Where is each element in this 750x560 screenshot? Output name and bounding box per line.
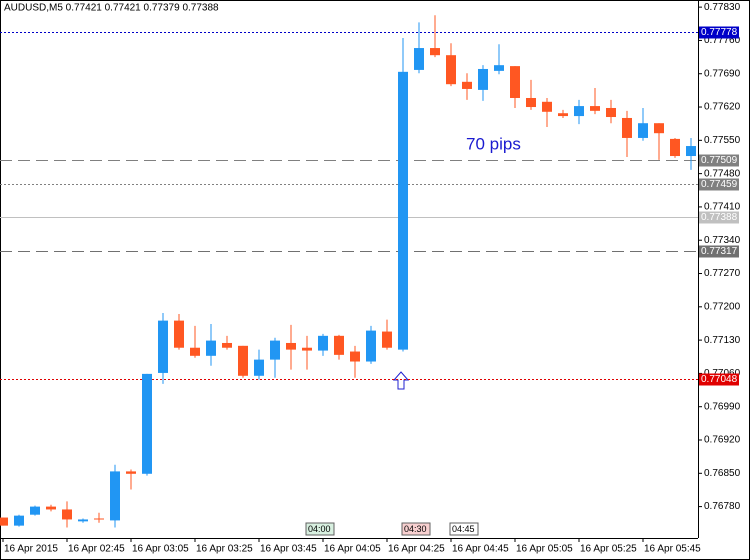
marker-box — [305, 522, 335, 536]
price-level-tag — [699, 26, 739, 39]
y-tick-label: 0.76920 — [704, 435, 741, 446]
y-tick-label: 0.77130 — [704, 335, 741, 346]
session-marker: 04:00 — [308, 524, 331, 534]
x-tick-label: 16 Apr 05:05 — [516, 544, 573, 555]
candle-body — [526, 97, 536, 108]
x-tick-label: 16 Apr 2015 — [4, 544, 58, 555]
x-tick-label: 16 Apr 03:05 — [132, 544, 189, 555]
candle-body — [366, 330, 376, 362]
candle-body — [318, 335, 328, 351]
y-tick-label: 0.77690 — [704, 68, 741, 79]
x-tick-label: 16 Apr 03:25 — [196, 544, 253, 555]
candle-body — [510, 66, 520, 98]
candle-body — [78, 519, 88, 522]
candle-body — [174, 320, 184, 348]
y-tick-label: 0.77830 — [704, 2, 741, 13]
candle-body — [654, 123, 664, 134]
candle-body — [190, 347, 200, 356]
candle-body — [494, 65, 504, 71]
y-tick-label: 0.77410 — [704, 202, 741, 213]
candle-body — [638, 123, 648, 138]
session-marker: 04:45 — [452, 524, 475, 534]
candle-body — [110, 471, 120, 521]
x-tick-label: 16 Apr 04:45 — [452, 544, 509, 555]
price-level-label: 0.77778 — [701, 27, 738, 38]
y-tick-label: 0.77340 — [704, 235, 741, 246]
candle-body — [286, 342, 296, 350]
marker-box — [449, 522, 479, 536]
y-tick-label: 0.76780 — [704, 501, 741, 512]
candle-body — [334, 335, 344, 355]
price-level-label: 0.77509 — [701, 155, 738, 166]
price-level-label: 0.77388 — [701, 212, 738, 223]
candle-body — [686, 146, 696, 157]
candle-body — [414, 48, 424, 70]
candle-body — [94, 518, 104, 520]
candle-body — [302, 347, 312, 351]
x-tick-label: 16 Apr 03:45 — [260, 544, 317, 555]
candle-body — [142, 373, 152, 474]
candle-body — [238, 345, 248, 376]
y-tick-label: 0.77760 — [704, 35, 741, 46]
candle-body — [382, 331, 392, 348]
y-tick-label: 0.77550 — [704, 135, 741, 146]
candle-body — [62, 509, 72, 520]
annotation: 70 pips — [466, 134, 521, 153]
y-tick-label: 0.77200 — [704, 301, 741, 312]
price-level-label: 0.77459 — [701, 179, 738, 190]
y-tick-label: 0.76990 — [704, 401, 741, 412]
y-tick-label: 0.77270 — [704, 268, 741, 279]
session-marker: 04:30 — [404, 524, 427, 534]
candle-body — [590, 106, 600, 111]
price-level-label: 0.77048 — [701, 374, 738, 385]
candle-body — [398, 71, 408, 350]
x-tick-label: 16 Apr 04:25 — [388, 544, 445, 555]
price-level-tag — [699, 211, 739, 224]
candle-body — [622, 117, 632, 138]
x-tick-label: 16 Apr 05:45 — [644, 544, 701, 555]
candle-body — [606, 107, 616, 118]
x-tick-label: 16 Apr 02:45 — [68, 544, 125, 555]
y-tick-label: 0.77620 — [704, 102, 741, 113]
candle-body — [542, 101, 552, 112]
price-level-tag — [699, 178, 739, 191]
candle-body — [206, 340, 216, 356]
marker-box — [401, 522, 431, 536]
candle-body — [222, 342, 232, 348]
x-tick-label: 16 Apr 04:05 — [324, 544, 381, 555]
candle-body — [574, 106, 584, 117]
candle-body — [462, 81, 472, 89]
candle-body — [158, 320, 168, 373]
candle-body — [558, 113, 568, 117]
candle-body — [478, 68, 488, 90]
price-level-tag — [699, 373, 739, 386]
candle-body — [126, 471, 136, 474]
y-tick-label: 0.76850 — [704, 468, 741, 479]
chart-title: AUDUSD,M5 0.77421 0.77421 0.77379 0.7738… — [4, 3, 219, 14]
candle-body — [430, 48, 440, 56]
arrow-up — [392, 371, 410, 390]
candle-body — [254, 359, 264, 376]
candle-body — [0, 517, 8, 526]
x-tick-label: 16 Apr 05:25 — [580, 544, 637, 555]
price-level-tag — [699, 154, 739, 167]
candle-body — [350, 351, 360, 362]
price-level-tag — [699, 245, 739, 258]
candle-body — [46, 506, 56, 510]
candle-body — [446, 55, 456, 85]
candle-body — [30, 506, 40, 515]
price-level-label: 0.77317 — [701, 246, 738, 257]
candle-body — [270, 340, 280, 360]
y-tick-label: 0.77480 — [704, 168, 741, 179]
candle-body — [14, 515, 24, 526]
candle-body — [670, 138, 680, 157]
